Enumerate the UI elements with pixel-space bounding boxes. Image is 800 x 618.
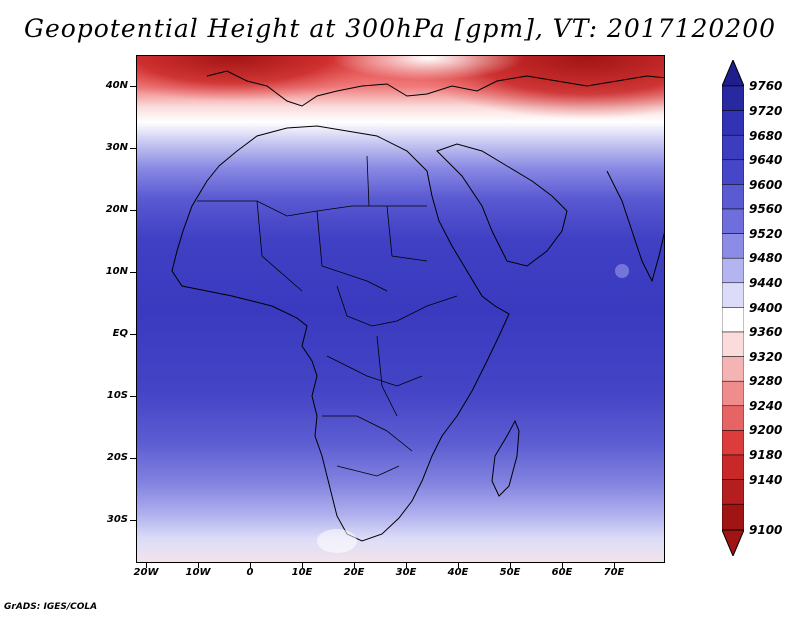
country-borders: [197, 155, 458, 477]
lat-tick: [130, 272, 136, 273]
lat-label-20s: 20S: [106, 452, 128, 463]
india-coastline: [606, 170, 664, 283]
lat-label-30s: 30S: [106, 514, 128, 525]
colorbar-label: 9480: [749, 251, 783, 265]
lon-tick: [510, 563, 511, 568]
colorbar-label: 9100: [749, 523, 783, 537]
lat-tick: [130, 396, 136, 397]
credit-label: GrADS: IGES/COLA: [4, 602, 98, 612]
lat-label-20n: 20N: [105, 204, 128, 215]
colorbar-label: 9240: [749, 399, 783, 413]
lat-label-10s: 10S: [106, 390, 128, 401]
lat-tick: [130, 458, 136, 459]
lon-tick: [614, 563, 615, 568]
lat-tick: [130, 210, 136, 211]
colorbar-label: 9400: [749, 301, 783, 315]
colorbar: [722, 60, 744, 556]
colorbar-top-arrow: [722, 60, 744, 87]
lon-label-20w: 20W: [133, 567, 159, 578]
lon-tick: [354, 563, 355, 568]
colorbar-label: 9520: [749, 227, 783, 241]
lat-label-30n: 30N: [105, 142, 128, 153]
lon-tick: [562, 563, 563, 568]
lon-label-70e: 70E: [603, 567, 625, 578]
map-plot-area: [136, 55, 665, 563]
lon-tick: [406, 563, 407, 568]
lon-label-30e: 30E: [395, 567, 417, 578]
lat-label-10n: 10N: [105, 266, 128, 277]
colorbar-label: 9140: [749, 473, 783, 487]
arabia-coastline: [436, 143, 568, 267]
colorbar-label: 9440: [749, 276, 783, 290]
lon-tick: [458, 563, 459, 568]
madagascar-coastline: [491, 419, 520, 497]
colorbar-label: 9280: [749, 374, 783, 388]
lon-label-60e: 60E: [551, 567, 573, 578]
chart-title: Geopotential Height at 300hPa [gpm], VT:…: [23, 14, 777, 43]
colorbar-label: 9180: [749, 448, 783, 462]
lon-tick: [198, 563, 199, 568]
lon-tick: [250, 563, 251, 568]
lon-label-10e: 10E: [291, 567, 313, 578]
colorbar-label: 9360: [749, 325, 783, 339]
lat-tick: [130, 148, 136, 149]
colorbar-label: 9640: [749, 153, 783, 167]
africa-coastline: [171, 125, 510, 542]
lon-label-10w: 10W: [185, 567, 211, 578]
colorbar-label: 9560: [749, 202, 783, 216]
colorbar-label: 9320: [749, 350, 783, 364]
lat-label-40n: 40N: [105, 80, 128, 91]
lat-label-eq: EQ: [112, 328, 128, 339]
lat-tick: [130, 334, 136, 335]
europe-coastline: [206, 70, 664, 107]
colorbar-label: 9200: [749, 423, 783, 437]
colorbar-bottom-arrow: [722, 529, 744, 556]
lat-tick: [130, 520, 136, 521]
lon-label-50e: 50E: [499, 567, 521, 578]
colorbar-label: 9720: [749, 104, 783, 118]
lon-tick: [302, 563, 303, 568]
lat-tick: [130, 86, 136, 87]
lon-tick: [146, 563, 147, 568]
lon-label-20e: 20E: [343, 567, 365, 578]
geopotential-map: [137, 56, 664, 562]
colorbar-label: 9680: [749, 129, 783, 143]
lon-label-40e: 40E: [447, 567, 469, 578]
colorbar-label: 9760: [749, 79, 783, 93]
colorbar-label: 9600: [749, 178, 783, 192]
lon-label-0: 0: [246, 567, 254, 578]
